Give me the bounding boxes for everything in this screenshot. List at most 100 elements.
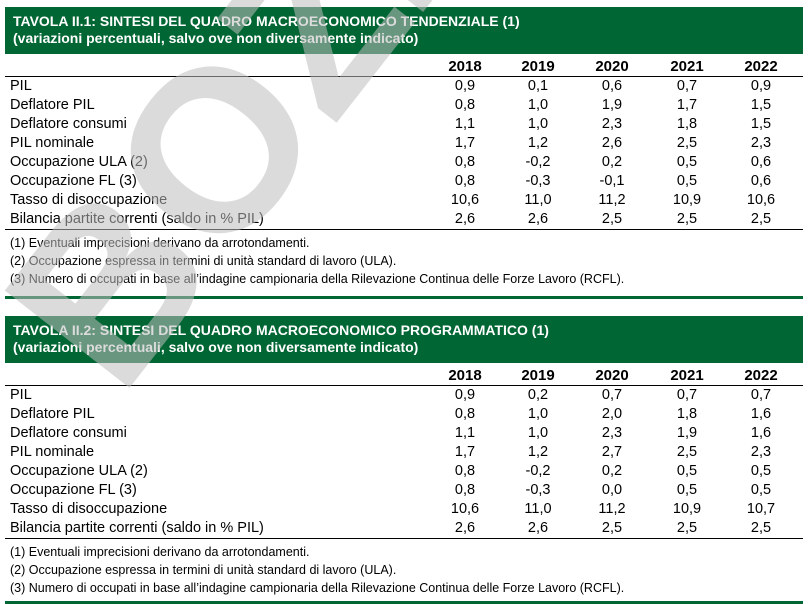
cell-value: -0,1 [599, 173, 625, 189]
footnote: (2) Occupazione espressa in termini di u… [10, 563, 397, 577]
table-row: PIL nominale 1,7 1,2 2,7 2,5 2,3 [5, 443, 803, 462]
table-1-subtitle: (variazioni percentuali, salvo ove non d… [13, 30, 419, 46]
cell-value: 2,3 [601, 116, 623, 132]
cell-value: 1,8 [676, 116, 698, 132]
cell-value: 2,6 [527, 211, 549, 227]
table-1-notes: (1) Eventuali imprecisioni derivano da a… [5, 230, 803, 288]
cell-value: 10,7 [746, 501, 776, 517]
cell-value: 1,5 [750, 116, 772, 132]
cell-value: 0,1 [527, 78, 549, 94]
table-1-bottom-rule-green [5, 296, 803, 299]
cell-value: 0,8 [454, 463, 476, 479]
cell-value: 2,5 [676, 444, 698, 460]
cell-value: 0,7 [601, 387, 623, 403]
cell-value: 1,7 [676, 97, 698, 113]
cell-value: -0,2 [525, 463, 551, 479]
row-label: Occupazione FL (3) [10, 173, 137, 189]
table-row: Tasso di disoccupazione 10,6 11,0 11,2 1… [5, 191, 803, 210]
cell-value: 0,8 [454, 97, 476, 113]
table-2-subtitle: (variazioni percentuali, salvo ove non d… [13, 339, 419, 355]
table-2-title: TAVOLA II.2: SINTESI DEL QUADRO MACROECO… [13, 322, 549, 338]
row-label: PIL nominale [10, 444, 95, 460]
table-2-header: TAVOLA II.2: SINTESI DEL QUADRO MACROECO… [5, 316, 803, 363]
cell-value: 2,6 [454, 520, 476, 536]
cell-value: 1,8 [676, 406, 698, 422]
cell-value: 1,0 [527, 97, 549, 113]
cell-value: 0,2 [601, 463, 623, 479]
year-header: 2020 [595, 58, 629, 75]
cell-value: 10,6 [450, 192, 480, 208]
table-1: TAVOLA II.1: SINTESI DEL QUADRO MACROECO… [5, 7, 803, 299]
cell-value: 0,5 [750, 463, 772, 479]
table-row: Occupazione ULA (2) 0,8 -0,2 0,2 0,5 0,5 [5, 462, 803, 481]
table-row: Deflatore consumi 1,1 1,0 2,3 1,8 1,5 [5, 115, 803, 134]
row-label: Deflatore consumi [10, 425, 127, 441]
table-row: Deflatore PIL 0,8 1,0 2,0 1,8 1,6 [5, 405, 803, 424]
cell-value: 2,5 [750, 211, 772, 227]
cell-value: 2,5 [676, 211, 698, 227]
cell-value: 2,7 [601, 444, 623, 460]
year-header: 2022 [744, 367, 778, 384]
cell-value: 1,1 [454, 425, 476, 441]
cell-value: 0,2 [601, 154, 623, 170]
cell-value: 1,6 [750, 406, 772, 422]
table-row: Occupazione FL (3) 0,8 -0,3 -0,1 0,5 0,6 [5, 172, 803, 191]
cell-value: 2,5 [601, 211, 623, 227]
cell-value: -0,2 [525, 154, 551, 170]
row-label: PIL nominale [10, 135, 95, 151]
table-1-header: TAVOLA II.1: SINTESI DEL QUADRO MACROECO… [5, 7, 803, 54]
cell-value: 1,5 [750, 97, 772, 113]
cell-value: 2,5 [676, 135, 698, 151]
table-2-bottom-rule [5, 538, 803, 539]
cell-value: 1,7 [454, 135, 476, 151]
cell-value: 0,9 [750, 78, 772, 94]
table-row: PIL 0,9 0,2 0,7 0,7 0,7 [5, 386, 803, 405]
cell-value: 1,1 [454, 116, 476, 132]
cell-value: 10,6 [746, 192, 776, 208]
cell-value: 2,0 [601, 406, 623, 422]
cell-value: 11,2 [598, 192, 626, 208]
cell-value: 0,6 [750, 154, 772, 170]
cell-value: 1,2 [527, 444, 549, 460]
table-row: PIL 0,9 0,1 0,6 0,7 0,9 [5, 77, 803, 96]
cell-value: 2,3 [750, 135, 772, 151]
cell-value: 0,5 [676, 173, 698, 189]
row-label: Occupazione ULA (2) [10, 463, 148, 479]
year-header: 2018 [448, 58, 482, 75]
cell-value: 0,8 [454, 173, 476, 189]
cell-value: 0,8 [454, 154, 476, 170]
table-row: Bilancia partite correnti (saldo in % PI… [5, 210, 803, 229]
table-1-body: PIL 0,9 0,1 0,6 0,7 0,9 Deflatore PIL 0,… [5, 77, 803, 229]
cell-value: 0,6 [750, 173, 772, 189]
table-row: PIL nominale 1,7 1,2 2,6 2,5 2,3 [5, 134, 803, 153]
cell-value: 1,0 [527, 116, 549, 132]
cell-value: 0,9 [454, 78, 476, 94]
table-1-title: TAVOLA II.1: SINTESI DEL QUADRO MACROECO… [13, 13, 520, 29]
cell-value: 11,0 [524, 501, 552, 517]
cell-value: 0,7 [750, 387, 772, 403]
table-row: Occupazione FL (3) 0,8 -0,3 0,0 0,5 0,5 [5, 481, 803, 500]
cell-value: 10,9 [672, 192, 702, 208]
cell-value: 0,0 [601, 482, 623, 498]
row-label: PIL [10, 78, 32, 94]
cell-value: 0,7 [676, 78, 698, 94]
cell-value: 2,5 [750, 520, 772, 536]
cell-value: 2,6 [454, 211, 476, 227]
footnote: (3) Numero di occupati in base all’indag… [10, 272, 625, 286]
cell-value: 0,5 [676, 482, 698, 498]
cell-value: 0,5 [750, 482, 772, 498]
cell-value: 10,6 [450, 501, 480, 517]
row-label: Deflatore PIL [10, 406, 95, 422]
year-header: 2021 [670, 58, 704, 75]
footnote: (3) Numero di occupati in base all’indag… [10, 581, 625, 595]
row-label: Occupazione ULA (2) [10, 154, 148, 170]
row-label: Bilancia partite correnti (saldo in % PI… [10, 211, 264, 227]
cell-value: 1,0 [527, 425, 549, 441]
table-2: TAVOLA II.2: SINTESI DEL QUADRO MACROECO… [5, 316, 803, 604]
footnote: (1) Eventuali imprecisioni derivano da a… [10, 545, 310, 559]
table-2-body: PIL 0,9 0,2 0,7 0,7 0,7 Deflatore PIL 0,… [5, 386, 803, 538]
year-header: 2020 [595, 367, 629, 384]
cell-value: 0,5 [676, 463, 698, 479]
cell-value: 0,6 [601, 78, 623, 94]
cell-value: 2,5 [601, 520, 623, 536]
